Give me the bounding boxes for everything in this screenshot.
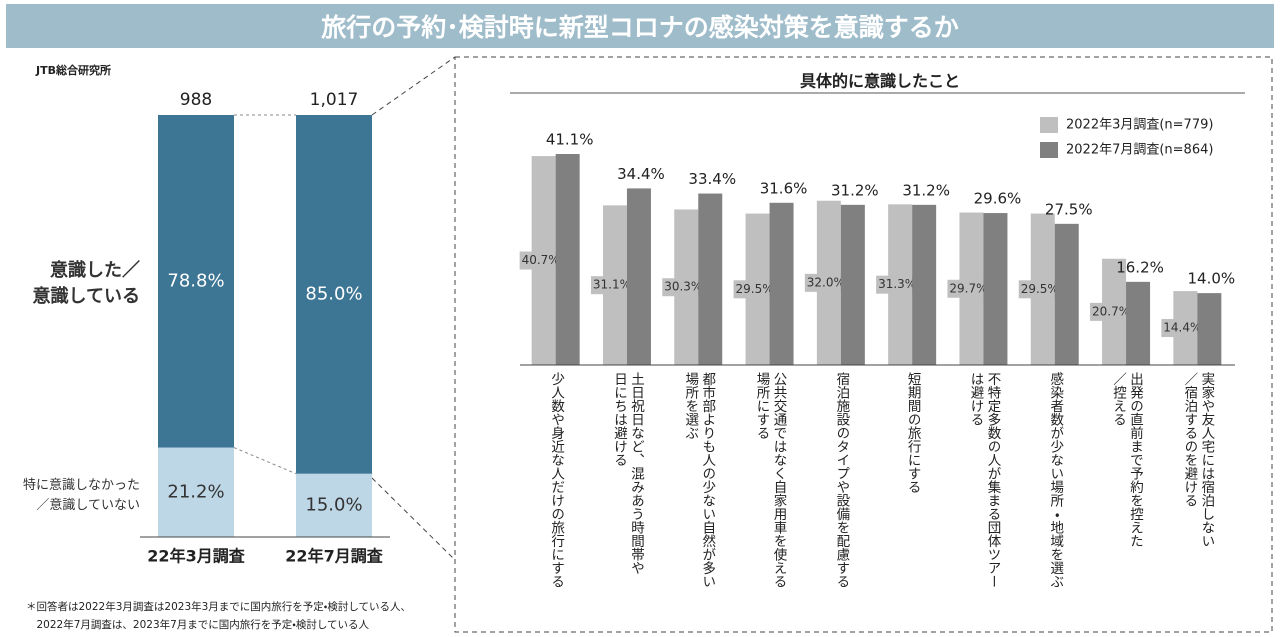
source: JTB総合研究所	[36, 64, 111, 77]
stacked-bar-segment	[296, 115, 372, 474]
label-bg	[1018, 280, 1061, 299]
label-bg	[804, 273, 847, 292]
bar-label: 14.0%	[1188, 270, 1236, 288]
label-bg	[733, 280, 776, 299]
x-tick-label: 都市部よりも人の少ない自然が多い 場所を選ぶ	[682, 372, 716, 588]
bar-label: 14.4%	[1163, 321, 1201, 335]
detail-frame	[454, 56, 1273, 633]
x-tick-label: 出発の直前まで予約を控えた ／控える	[1110, 372, 1144, 548]
stacked-bar-segment	[158, 115, 234, 448]
label-bg	[876, 275, 919, 294]
bar	[1126, 281, 1151, 365]
x-tick-label: 実家や友人宅には宿泊しない ／宿泊するのを避ける	[1181, 372, 1215, 548]
bar-label: 29.7%	[949, 281, 987, 295]
bar-label: 32.0%	[807, 275, 845, 289]
legend-label: 2022年3月調査(n=779)	[1066, 118, 1213, 133]
x-tick-label: 感染者数が少ない場所・地域を選ぶ	[1047, 372, 1064, 588]
footnote: ＊回答者は2022年3月調査は2023年3月までに国内旅行を予定・検討している人…	[26, 601, 412, 631]
label-bg	[947, 279, 990, 298]
bar-label: 34.4%	[617, 165, 665, 183]
bar-label: 27.5%	[1045, 200, 1093, 218]
label-bg	[1161, 319, 1204, 338]
bar-label: 29.5%	[735, 282, 773, 296]
banner-title: 旅行の予約･検討時に新型コロナの感染対策を意識するか	[6, 4, 1274, 48]
x-tick-label: 22年7月調査	[285, 547, 382, 566]
bar-label: 29.6%	[974, 190, 1022, 208]
label-bg	[519, 251, 562, 270]
bar-label: 31.2%	[831, 181, 879, 199]
legend-swatch	[1040, 142, 1058, 158]
legend-swatch	[1040, 117, 1058, 133]
total-label: 1,017	[310, 90, 359, 110]
total-label: 988	[180, 90, 212, 110]
segment-label: 21.2%	[167, 481, 224, 502]
chart-title: 具体的に意識したこと	[800, 72, 960, 91]
x-tick-label: 公共交通ではなく自家用車を使える 場所にする	[753, 372, 787, 588]
bar-label: 31.1%	[593, 278, 631, 292]
bar-label: 29.5%	[1021, 282, 1059, 296]
bar	[840, 204, 865, 365]
bar-label: 31.3%	[878, 277, 916, 291]
bar	[1054, 223, 1079, 365]
legend-label: 意識した／ 意識している	[32, 260, 140, 307]
label-bg	[1090, 302, 1133, 321]
bar-label: 41.1%	[546, 131, 594, 149]
x-tick-label: 宿泊施設のタイプや設備を配慮する	[833, 372, 850, 588]
label-bg	[590, 276, 633, 295]
bar-label: 30.3%	[664, 280, 702, 294]
bar-label: 16.2%	[1116, 258, 1164, 276]
bar-label: 31.6%	[760, 179, 808, 197]
x-tick-label: 短期間の旅行にする	[904, 372, 921, 494]
stacked-bar-segment	[158, 447, 234, 537]
legend-label: 特に意識しなかった ／意識していない	[22, 478, 140, 513]
connector	[233, 447, 297, 475]
segment-label: 85.0%	[305, 283, 362, 304]
segment-label: 15.0%	[305, 494, 362, 515]
legend-label: 2022年7月調査(n=864)	[1066, 143, 1213, 158]
bar-label: 33.4%	[688, 170, 736, 188]
stacked-bar-segment	[296, 473, 372, 537]
bar	[769, 202, 794, 365]
bar-label: 40.7%	[522, 253, 560, 267]
bar	[698, 193, 723, 365]
connector	[371, 56, 456, 116]
bar-label: 31.2%	[902, 181, 950, 199]
bar	[912, 204, 937, 365]
label-bg	[662, 278, 705, 297]
x-tick-label: 少人数や身近な人だけの旅行にする	[548, 372, 565, 588]
x-tick-label: 不特定多数の人が集まる団体ツアー は避ける	[967, 372, 1001, 588]
bar-label: 20.7%	[1092, 304, 1130, 318]
bar	[983, 213, 1008, 365]
bar	[555, 154, 580, 365]
segment-label: 78.8%	[167, 270, 224, 291]
x-tick-label: 土日祝日など、混みあう時間帯や 日にちは避ける	[610, 372, 644, 575]
x-tick-label: 22年3月調査	[147, 547, 244, 566]
bar	[626, 188, 651, 365]
connector	[371, 477, 456, 561]
bar	[1197, 293, 1222, 365]
